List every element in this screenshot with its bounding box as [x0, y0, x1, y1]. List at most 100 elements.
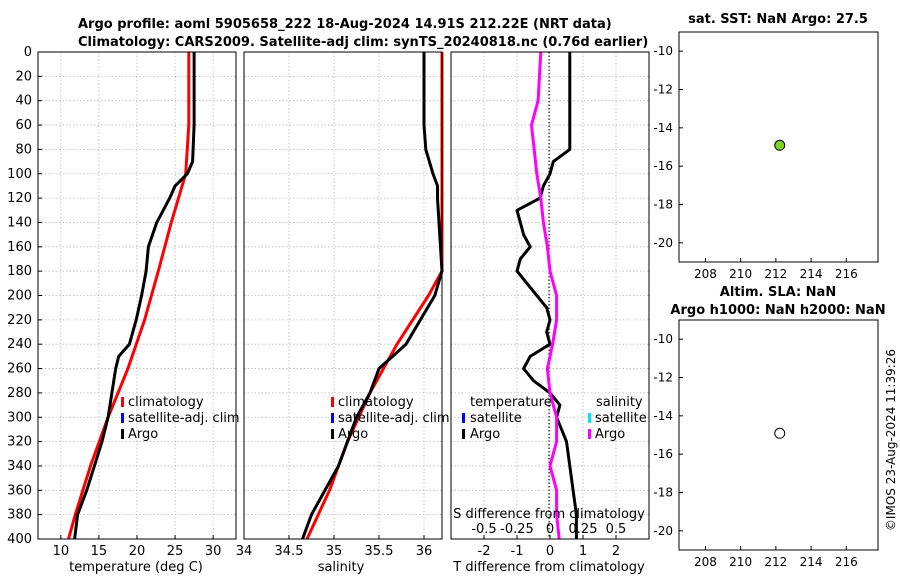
legend-swatch-argo — [121, 429, 124, 439]
x-tick-label: 25 — [167, 544, 184, 559]
depth-tick-label: 380 — [7, 508, 32, 523]
sla-map-lon-labels: 208 210 212 214 216 — [694, 546, 858, 569]
t-diff-tick-labels: -2 -1 0 1 2 — [478, 535, 620, 559]
salinity-panel: 34 34.5 35 35.5 36 salinity climatology sate… — [236, 51, 450, 575]
s-diff-tick-label: 0.5 — [606, 522, 627, 537]
legend-swatch-t-argo — [462, 429, 465, 439]
legend-label-argo: Argo — [338, 427, 368, 442]
lon-tick-label: 214 — [800, 555, 823, 569]
x-tick-label: 35 — [326, 544, 343, 559]
legend-label-s-satellite: satellite — [595, 411, 647, 426]
x-tick-label: 15 — [91, 544, 108, 559]
depth-tick-label: 260 — [7, 362, 32, 377]
s-diff-tick-label: 0 — [546, 522, 554, 537]
depth-tick-label: 0 — [24, 45, 32, 60]
s-diff-tick-label: -0.5 — [471, 522, 496, 537]
lat-tick-label: -10 — [653, 332, 673, 346]
lon-tick-label: 208 — [694, 267, 717, 281]
depth-tick-label: 300 — [7, 410, 32, 425]
lat-tick-label: -12 — [653, 371, 673, 385]
x-tick-label: 35.5 — [365, 544, 394, 559]
depth-tick-labels: 0 20 40 60 80 100 120 140 160 180 200 220 240 260 280 3… — [7, 45, 42, 547]
legend-swatch-s-satellite — [588, 413, 591, 423]
x-tick-label: 0 — [546, 544, 554, 559]
x-tick-label: 34.5 — [275, 544, 304, 559]
lat-tick-label: -10 — [653, 44, 673, 58]
salinity-frame — [243, 51, 443, 540]
sla-map-title-1: Altim. SLA: NaN — [720, 285, 836, 300]
salinity-legend: climatology satellite-adj. clim Argo — [331, 395, 450, 442]
x-tick-label: -1 — [511, 544, 524, 559]
depth-tick-label: 240 — [7, 337, 32, 352]
argo-location-point — [774, 139, 786, 151]
lon-tick-label: 212 — [764, 555, 787, 569]
header-line-2: Climatology: CARS2009. Satellite-adj cli… — [78, 35, 648, 50]
lon-tick-label: 214 — [800, 267, 823, 281]
salinity-series-argo — [301, 52, 444, 540]
depth-tick-label: 280 — [7, 386, 32, 401]
depth-tick-label: 400 — [7, 532, 32, 547]
depth-tick-label: 60 — [15, 118, 32, 133]
legend-title-temperature: temperature — [470, 395, 552, 410]
header-line-1: Argo profile: aoml 5905658_222 18-Aug-20… — [78, 17, 612, 32]
sla-map-lat-labels: -10 -12 -14 -16 -18 -20 — [653, 332, 683, 538]
legend-label-satellite: satellite-adj. clim — [128, 411, 240, 426]
sla-map-frame — [678, 319, 879, 551]
depth-tick-label: 140 — [7, 215, 32, 230]
legend-label-t-argo: Argo — [470, 427, 500, 442]
temperature-series-argo — [73, 52, 196, 540]
sst-map-points — [774, 139, 786, 151]
x-tick-label: -2 — [478, 544, 491, 559]
legend-label-climatology: climatology — [128, 395, 204, 410]
temperature-grid — [38, 51, 236, 540]
depth-tick-label: 160 — [7, 240, 32, 255]
legend-title-salinity: salinity — [596, 395, 643, 410]
lat-tick-label: -18 — [653, 198, 673, 212]
x-tick-label: 10 — [53, 544, 70, 559]
legend-swatch-t-satellite — [462, 413, 465, 423]
temperature-panel: 0 20 40 60 80 100 120 140 160 180 200 220 240 260 280 3… — [7, 45, 239, 575]
difference-lines — [515, 51, 578, 540]
legend-label-s-argo: Argo — [595, 427, 625, 442]
temperature-series-climatology — [67, 52, 191, 540]
lat-tick-label: -12 — [653, 83, 673, 97]
x-tick-label: 30 — [205, 544, 222, 559]
s-diff-series-argo — [530, 51, 561, 540]
lat-tick-label: -14 — [653, 121, 673, 135]
t-diff-series-argo — [515, 52, 578, 539]
depth-tick-label: 100 — [7, 167, 32, 182]
lon-tick-label: 216 — [835, 555, 858, 569]
salinity-tick-labels: 34 34.5 35 35.5 36 — [236, 535, 432, 559]
lon-tick-label: 216 — [835, 267, 858, 281]
sla-map-points — [774, 427, 786, 439]
lon-tick-label: 212 — [764, 267, 787, 281]
depth-tick-label: 80 — [15, 142, 32, 157]
legend-swatch-satellite — [121, 413, 124, 423]
temperature-lines — [67, 52, 196, 540]
legend-label-climatology: climatology — [338, 395, 414, 410]
depth-tick-label: 180 — [7, 264, 32, 279]
depth-tick-label: 220 — [7, 313, 32, 328]
temperature-legend: climatology satellite-adj. clim Argo — [121, 395, 240, 442]
legend-label-satellite: satellite-adj. clim — [338, 411, 450, 426]
depth-tick-label: 20 — [15, 69, 32, 84]
lat-tick-label: -14 — [653, 409, 673, 423]
s-diff-tick-label: -0.25 — [500, 522, 534, 537]
depth-tick-label: 360 — [7, 483, 32, 498]
depth-tick-label: 320 — [7, 435, 32, 450]
sst-map-title: sat. SST: NaN Argo: 27.5 — [688, 12, 868, 27]
lat-tick-label: -18 — [653, 486, 673, 500]
lon-tick-label: 210 — [729, 555, 752, 569]
depth-tick-label: 340 — [7, 459, 32, 474]
salinity-lines — [301, 52, 444, 540]
difference-legend: temperature satellite Argo salinity sate… — [462, 395, 647, 442]
s-diff-tick-label: 0.25 — [569, 522, 598, 537]
lat-tick-label: -16 — [653, 159, 673, 173]
sst-map-lat-labels: -10 -12 -14 -16 -18 -20 — [653, 44, 683, 250]
imos-watermark: ©IMOS 23-Aug-2024 11:39:26 — [884, 349, 898, 531]
salinity-xlabel: salinity — [318, 560, 365, 575]
legend-swatch-argo — [331, 429, 334, 439]
s-diff-label: S difference from climatology — [453, 507, 645, 522]
legend-swatch-s-argo — [588, 429, 591, 439]
temperature-tick-labels: 10 15 20 25 30 — [53, 535, 222, 559]
